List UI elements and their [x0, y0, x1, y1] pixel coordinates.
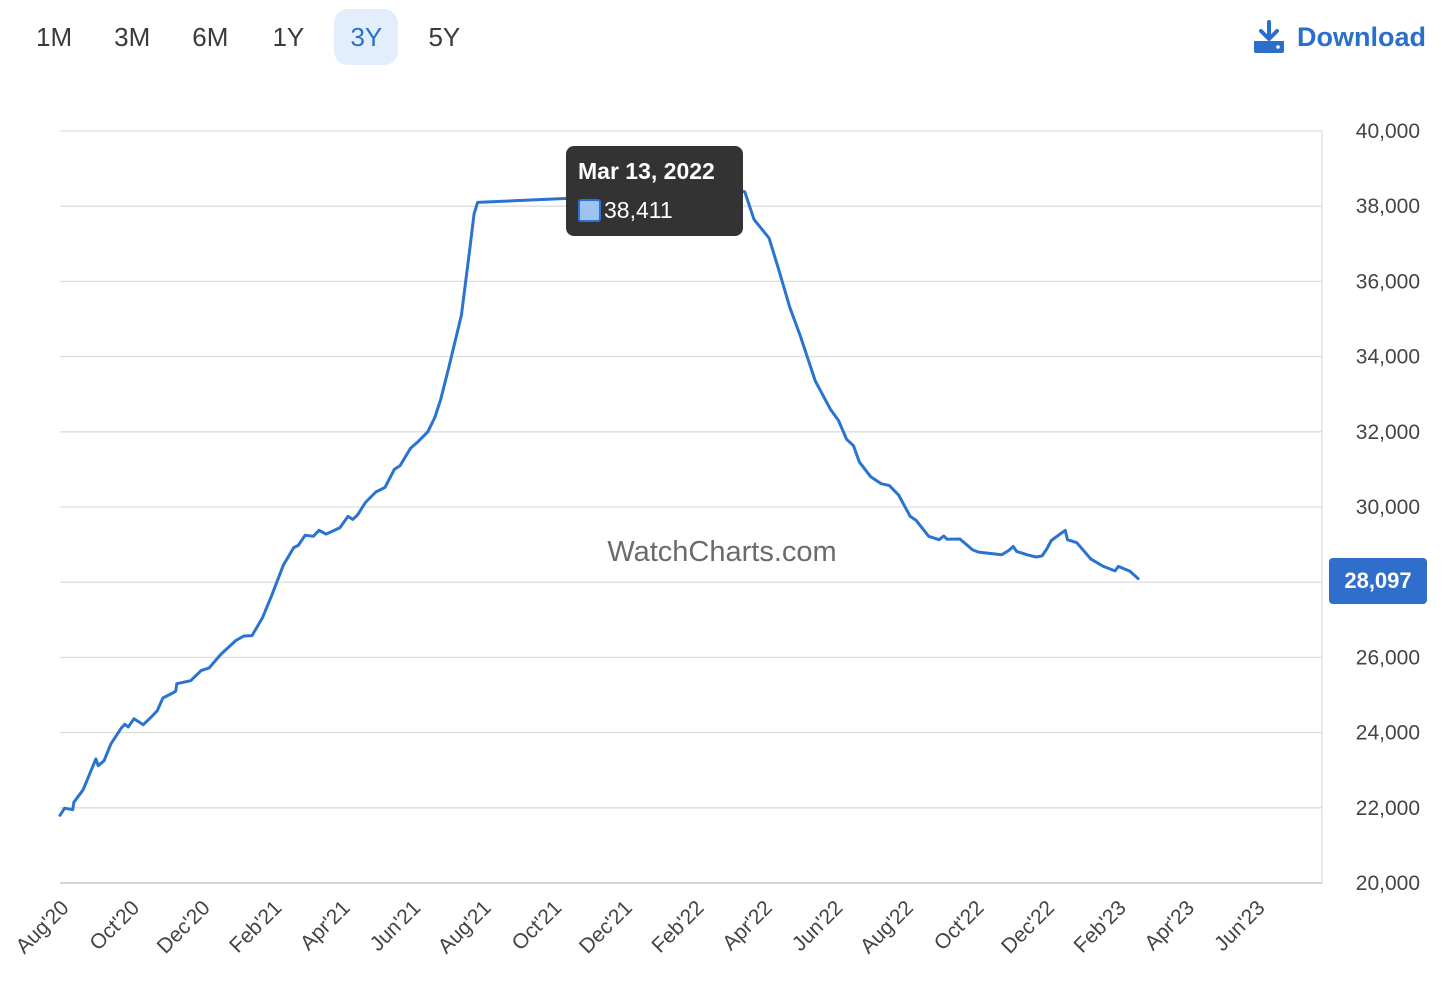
range-1y-button[interactable]: 1Y — [272, 21, 305, 52]
download-label: Download — [1297, 21, 1426, 52]
last-value-box — [1329, 558, 1427, 604]
y-tick-label: 38,000 — [1356, 195, 1420, 218]
range-6m-button[interactable]: 6M — [192, 21, 229, 52]
x-tick-label: Dec'21 — [575, 896, 637, 958]
x-tick-label: Jun'22 — [788, 896, 848, 956]
x-tick-label: Feb'22 — [647, 896, 708, 957]
series-group — [58, 189, 1140, 817]
watermark-text: WatchCharts.com — [607, 536, 836, 568]
tooltip-box — [566, 146, 743, 236]
y-tick-label: 22,000 — [1356, 797, 1420, 820]
x-tick-label: Aug'21 — [434, 896, 496, 958]
series-line — [58, 189, 1140, 817]
range-1m-button[interactable]: 1M — [36, 21, 73, 52]
x-tick-label: Oct'21 — [508, 896, 567, 955]
download-icon — [1251, 19, 1287, 55]
x-tick-label: Dec'22 — [997, 896, 1059, 958]
y-axis: 20,00022,00024,00026,00028,00030,00032,0… — [1356, 120, 1420, 895]
x-tick-label: Aug'20 — [11, 896, 73, 958]
x-tick-label: Apr'21 — [296, 896, 355, 955]
tooltip: Mar 13, 2022 38,411 — [566, 146, 743, 236]
range-5y-button[interactable]: 5Y — [428, 21, 461, 52]
grid-lines — [60, 130, 1323, 884]
last-value-label: 28,097 — [1344, 568, 1411, 593]
last-value-badge: 28,097 — [1329, 558, 1427, 604]
x-tick-label: Oct'20 — [85, 896, 144, 955]
x-tick-label: Jun'23 — [1210, 896, 1270, 956]
x-tick-label: Oct'22 — [930, 896, 989, 955]
x-tick-label: Apr'23 — [1140, 896, 1199, 955]
y-tick-label: 30,000 — [1356, 496, 1420, 519]
download-button[interactable]: Download — [1251, 14, 1426, 60]
x-tick-label: Dec'20 — [153, 896, 215, 958]
tooltip-swatch — [578, 199, 601, 222]
tooltip-date: Mar 13, 2022 — [578, 158, 715, 184]
x-tick-label: Feb'23 — [1070, 896, 1131, 957]
y-tick-label: 34,000 — [1356, 346, 1420, 369]
x-axis: Aug'20 Oct'20 Dec'20 Feb'21 Apr'21 Jun'21 Aug'… — [11, 896, 1269, 958]
x-tick-label: Jun'21 — [366, 896, 426, 956]
y-tick-label: 24,000 — [1356, 722, 1420, 745]
y-tick-label: 20,000 — [1356, 872, 1420, 895]
x-tick-label: Aug'22 — [856, 896, 918, 958]
y-tick-label: 32,000 — [1356, 421, 1420, 444]
range-selector: 1M 3M 6M 1Y 3Y 5Y — [22, 8, 490, 66]
y-tick-label: 40,000 — [1356, 120, 1420, 143]
y-tick-label: 26,000 — [1356, 646, 1420, 669]
x-tick-label: Feb'21 — [225, 896, 286, 957]
range-3m-button[interactable]: 3M — [114, 21, 151, 52]
y-tick-label: 36,000 — [1356, 270, 1420, 293]
tooltip-value: 38,411 — [604, 197, 673, 223]
range-3y-button[interactable]: 3Y — [334, 9, 399, 65]
x-tick-label: Apr'22 — [718, 896, 777, 955]
